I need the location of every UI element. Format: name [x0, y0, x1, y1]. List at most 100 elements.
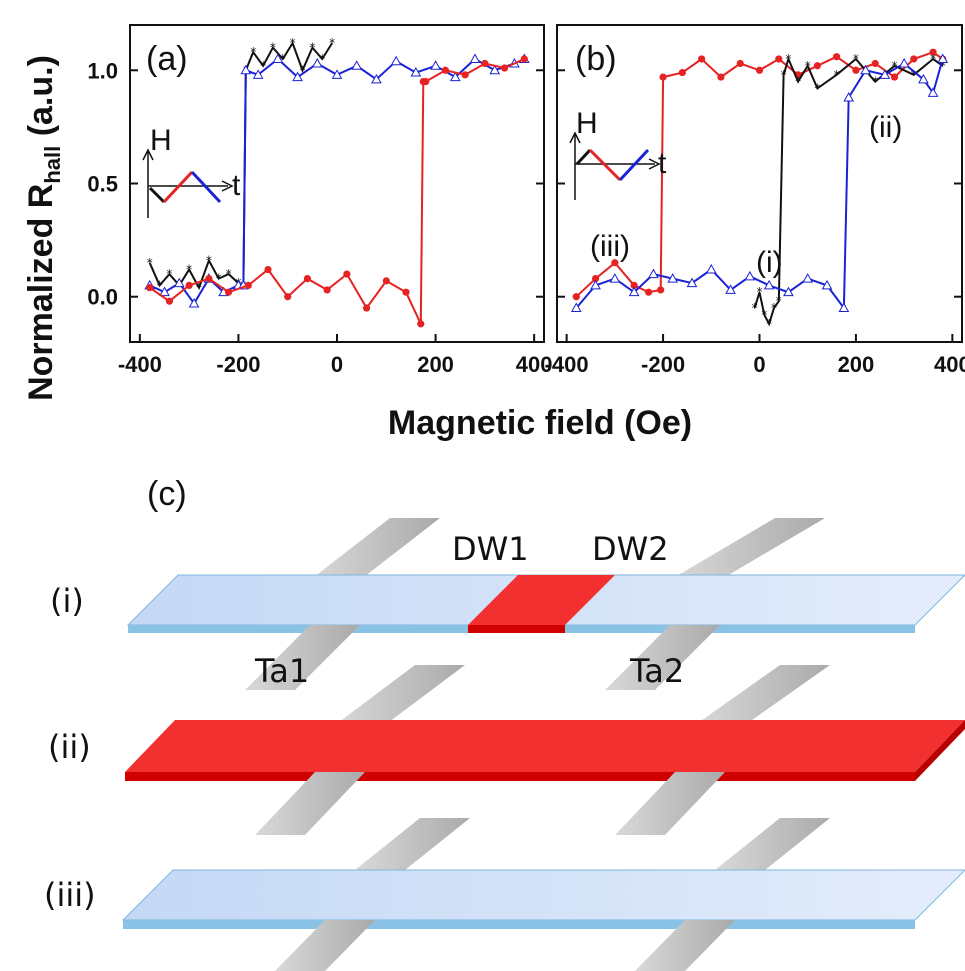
panel-a-ticks: -400 -200 0 200 400 0.0 0.5 1.0: [87, 58, 552, 377]
data-point-red: [910, 55, 918, 63]
data-point-blue: [686, 277, 698, 288]
data-point-blue: [570, 302, 582, 313]
data-point-black: *: [911, 68, 917, 82]
electrode-ii-1-back: [335, 665, 465, 725]
data-point-red: [659, 73, 667, 81]
y-tick-label: 1.0: [87, 58, 118, 83]
data-point-red: [520, 55, 528, 63]
data-point-red: [657, 286, 665, 294]
ta1-label: Ta1: [254, 652, 309, 690]
panel-c-label: (c): [147, 475, 187, 513]
data-point-blue: [744, 270, 756, 281]
data-point-black: *: [147, 256, 153, 270]
data-point-blue: [667, 273, 679, 283]
data-point-black: *: [752, 301, 758, 315]
data-point-red: [630, 281, 638, 289]
electrode-ii-2-back: [695, 665, 830, 725]
x-tick-label: 0: [331, 352, 343, 377]
data-point-blue: [937, 53, 949, 63]
data-point-red: [224, 288, 233, 296]
data-point-red: [362, 304, 371, 312]
electrode-ii-2-front: [615, 772, 725, 835]
data-point-blue: [725, 284, 736, 294]
x-tick-label: 400: [934, 352, 965, 377]
electrode-iii-2-front: [635, 920, 735, 971]
data-point-blue: [705, 264, 717, 274]
data-point-black: *: [761, 308, 767, 322]
data-point-red: [813, 62, 821, 70]
data-point-black: *: [757, 285, 763, 299]
data-point-red: [678, 68, 686, 77]
inset-b-red-segment: [588, 148, 622, 182]
data-point-red: [572, 293, 580, 301]
data-point-blue: [489, 64, 501, 75]
electrode-iii-1-back: [355, 818, 470, 870]
data-point-red: [343, 270, 351, 278]
data-point-red: [461, 71, 469, 79]
data-point-blue: [860, 64, 871, 75]
data-point-black: *: [771, 301, 777, 315]
strip-ii-side: [915, 720, 965, 781]
data-point-blue: [628, 286, 640, 297]
electrode-ta2-front: [605, 625, 720, 690]
electrode-ta1-front: [245, 625, 360, 690]
electrode-ta1-back: [310, 518, 440, 580]
domain-red-i-front: [468, 625, 565, 633]
data-point-black: *: [814, 81, 820, 95]
strip-row-iii: (iii): [44, 818, 965, 971]
row-label-ii: (ii): [48, 728, 91, 766]
data-point-red: [146, 284, 154, 292]
y-axis-title-unit: (a.u.): [22, 55, 60, 146]
inset-a-h-label: H: [150, 124, 172, 157]
data-point-black: *: [166, 267, 172, 281]
data-point-black: *: [309, 41, 315, 55]
inset-a-t-label: t: [232, 169, 241, 202]
y-axis-title-main: Normalized R: [22, 184, 60, 401]
data-point-red: [736, 59, 744, 68]
panel-b-inset: H t: [569, 107, 667, 200]
data-point-red: [611, 259, 619, 267]
data-point-blue: [783, 286, 794, 297]
data-point-red: [871, 59, 879, 68]
panel-a-series: *********************: [144, 36, 530, 328]
panel-b: (b) -400 -200 0 200 400 ***************** * H…: [545, 24, 965, 377]
electrode-ta2-back: [670, 518, 825, 580]
data-point-black: *: [795, 75, 801, 89]
data-point-red: [441, 66, 450, 74]
data-point-black: *: [319, 52, 325, 66]
data-point-black: *: [785, 52, 791, 66]
data-point-red: [303, 275, 312, 283]
electrode-iii-1-front: [275, 920, 375, 971]
dw2-label: DW2: [592, 530, 669, 568]
data-point-blue: [371, 73, 382, 84]
data-point-blue: [763, 279, 775, 290]
annotation-ii: (ii): [869, 111, 902, 144]
data-point-blue: [898, 57, 910, 68]
data-point-blue: [821, 279, 833, 290]
data-point-blue: [648, 268, 659, 279]
annotation-iii: (iii): [590, 230, 630, 263]
data-point-black: *: [216, 272, 222, 286]
data-point-red: [264, 265, 272, 274]
data-point-black: *: [930, 52, 936, 66]
data-point-blue: [240, 64, 252, 75]
data-point-red: [890, 73, 899, 81]
y-tick-label: 0.0: [87, 285, 118, 310]
data-point-black: *: [226, 267, 232, 281]
inset-b-t-label: t: [658, 147, 667, 180]
data-point-red: [402, 288, 410, 296]
data-point-black: *: [196, 281, 202, 295]
data-point-blue: [188, 297, 200, 308]
data-point-red: [852, 66, 860, 74]
data-point-black: *: [834, 68, 840, 82]
data-point-black: *: [206, 253, 212, 267]
data-point-blue: [311, 57, 323, 68]
data-point-blue: [430, 60, 441, 70]
inset-b-blue-segment: [618, 148, 650, 182]
data-point-red: [645, 288, 653, 296]
data-point-red: [323, 286, 331, 294]
data-point-blue: [449, 71, 461, 82]
panel-b-ticks: -400 -200 0 200 400: [545, 69, 965, 377]
data-point-blue: [331, 69, 343, 79]
data-point-blue: [469, 53, 481, 63]
